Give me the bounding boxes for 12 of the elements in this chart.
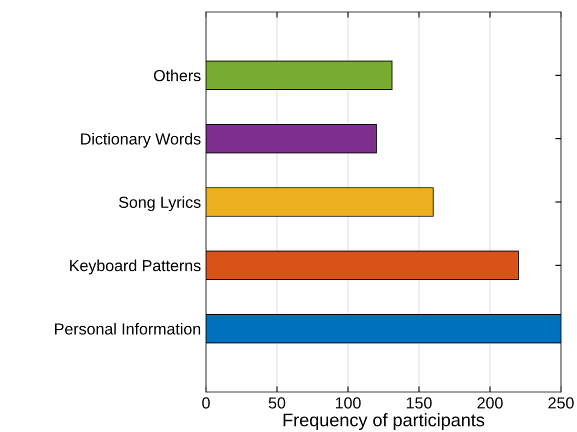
x-tick-label: 150 [406, 397, 432, 409]
x-tick-label: 200 [477, 397, 503, 409]
y-tick-label: Personal Information [55, 322, 200, 335]
y-tick-label: Others [154, 70, 201, 82]
x-tick-label: 0 [202, 397, 210, 409]
x-tick-label: 100 [336, 397, 361, 409]
x-tick-label: 250 [548, 397, 574, 409]
y-tick-label: Dictionary Words [81, 132, 201, 148]
y-tick-label: Keyboard Patterns [70, 260, 201, 274]
x-axis-title: Frequency of participants [284, 413, 484, 430]
x-tick-label: 50 [268, 397, 286, 409]
y-tick-label: Song Lyrics [119, 196, 201, 212]
